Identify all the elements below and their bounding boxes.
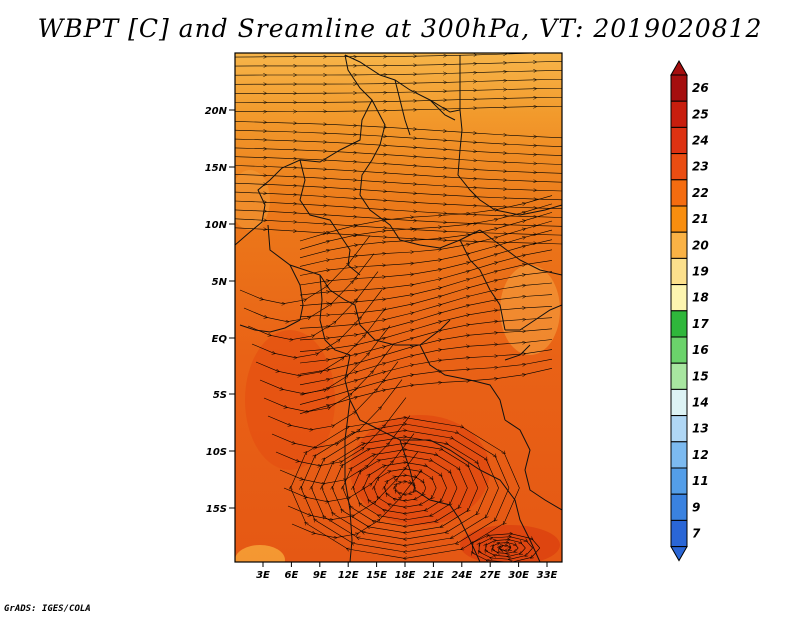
map-plot-area	[235, 53, 562, 562]
colorbar-label: 9	[692, 500, 700, 514]
lon-tick-label: 24E	[451, 570, 472, 581]
colorbar-label: 23	[692, 160, 709, 174]
colorbar-swatch	[670, 205, 688, 233]
grads-credit: GrADS: IGES/COLA	[4, 604, 91, 614]
colorbar: 26 25 24 23 22 21 20 19 18 17 16 15 14 13 12 11 9 7	[670, 59, 709, 562]
colorbar-swatch	[670, 231, 688, 259]
colorbar-label: 26	[692, 81, 709, 95]
chart-title: WBPT [C] and Sreamline at 300hPa, VT: 20…	[37, 14, 763, 43]
streamline	[472, 534, 541, 562]
lon-tick-label: 15E	[366, 570, 387, 581]
country-border	[504, 344, 531, 361]
streamline	[235, 53, 551, 57]
colorbar-swatch	[670, 336, 688, 364]
streamline	[235, 70, 562, 75]
colorbar-label: 7	[692, 527, 701, 541]
map-frame	[234, 52, 563, 563]
colorbar-label: 12	[692, 448, 709, 462]
colorbar-label: 14	[692, 396, 709, 410]
lat-tick-label: 10N	[205, 220, 228, 231]
country-border	[235, 54, 373, 246]
colorbar-label: 18	[692, 291, 709, 305]
colorbar-swatch	[670, 100, 688, 128]
country-border	[344, 354, 466, 461]
country-border	[504, 419, 562, 511]
colorbar-label: 15	[692, 369, 709, 383]
lon-tick-label: 9E	[313, 570, 327, 581]
lat-tick-label: 20N	[205, 106, 228, 117]
colorbar-swatch	[670, 310, 688, 338]
country-border	[479, 229, 562, 276]
longitude-axis: 3E 6E 9E 12E 15E 18E 21E 24E 27E 30E 33E	[256, 562, 558, 581]
lat-tick-label: EQ	[212, 334, 228, 345]
country-border	[289, 264, 304, 321]
country-border	[399, 439, 481, 562]
country-border	[359, 99, 481, 249]
colorbar-swatch	[670, 153, 688, 181]
colorbar-label: 16	[692, 343, 709, 357]
country-border	[344, 399, 353, 562]
colorbar-swatch	[670, 441, 688, 469]
colorbar-swatch	[670, 284, 688, 312]
latitude-axis: 20N 15N 10N 5N EQ 5S 10S 15S	[205, 106, 235, 515]
lon-tick-label: 12E	[338, 570, 359, 581]
lon-tick-label: 27E	[480, 570, 501, 581]
country-border	[505, 304, 562, 331]
streamline	[235, 61, 562, 66]
streamlines	[235, 53, 562, 562]
colorbar-swatch	[670, 519, 688, 548]
country-border	[457, 109, 562, 216]
colorbar-swatch	[670, 257, 688, 286]
colorbar-label: 22	[692, 186, 709, 200]
country-border	[419, 344, 506, 421]
colorbar-swatch	[670, 74, 688, 102]
country-border	[429, 99, 456, 121]
country-border	[299, 159, 361, 276]
lon-tick-label: 18E	[395, 570, 416, 581]
country-border	[344, 54, 461, 113]
lon-tick-label: 6E	[285, 570, 299, 581]
colorbar-label: 13	[692, 422, 709, 436]
lat-tick-label: 5N	[212, 277, 228, 288]
lon-tick-label: 3E	[256, 570, 270, 581]
country-border	[319, 274, 351, 356]
colorbar-swatch	[670, 179, 688, 207]
lat-tick-label: 15S	[206, 504, 227, 515]
colorbar-min-arrow	[670, 546, 688, 562]
lat-tick-label: 15N	[205, 163, 228, 174]
colorbar-label: 21	[692, 212, 709, 226]
colorbar-label: 19	[692, 265, 709, 279]
colorbar-swatch	[670, 362, 688, 390]
country-border	[239, 319, 301, 333]
lat-tick-label: 10S	[206, 447, 227, 458]
colorbar-swatch	[670, 126, 688, 155]
colorbar-label: 17	[692, 317, 709, 331]
country-border	[394, 79, 411, 136]
colorbar-swatch	[670, 388, 688, 417]
lon-tick-label: 33E	[537, 570, 558, 581]
lon-tick-label: 30E	[508, 570, 529, 581]
country-border	[464, 459, 541, 562]
country-borders	[235, 54, 562, 562]
colorbar-label: 25	[692, 107, 709, 121]
colorbar-max-arrow	[670, 59, 688, 76]
colorbar-label: 20	[692, 238, 709, 252]
colorbar-label: 24	[692, 134, 709, 148]
colorbar-swatch	[670, 493, 688, 521]
streamline	[235, 88, 562, 93]
lon-tick-label: 21E	[423, 570, 444, 581]
colorbar-swatch	[670, 467, 688, 495]
wbpt-cool-patch	[235, 170, 270, 230]
country-border	[459, 239, 506, 331]
lat-tick-label: 5S	[213, 390, 227, 401]
wbpt-cool-patch	[235, 545, 285, 562]
colorbar-label: 11	[692, 474, 709, 488]
streamline	[235, 106, 562, 111]
colorbar-swatch	[670, 415, 688, 443]
country-border	[267, 224, 451, 346]
streamline	[291, 418, 520, 559]
